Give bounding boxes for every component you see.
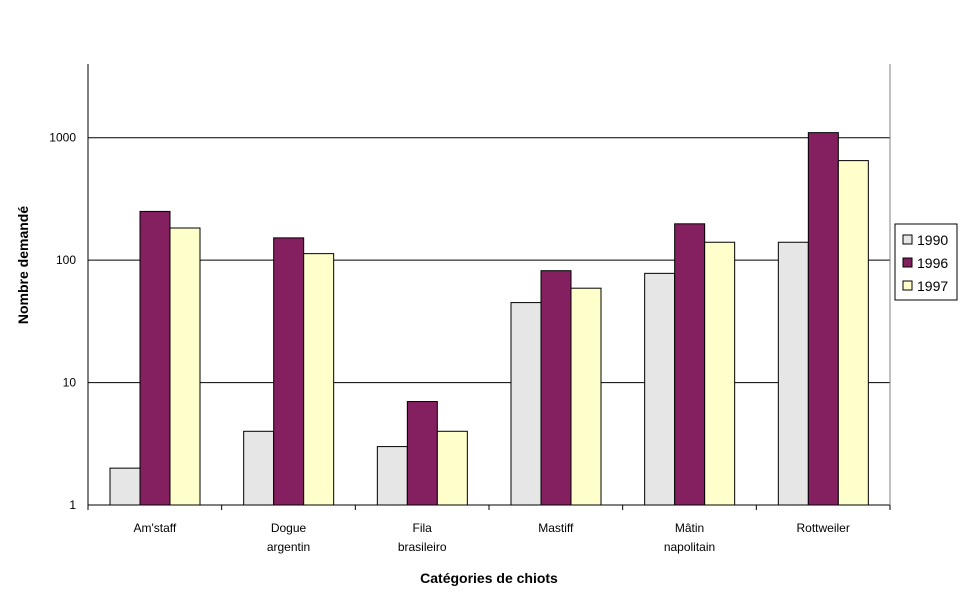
bar bbox=[376, 446, 408, 506]
bar bbox=[243, 430, 275, 506]
bar bbox=[169, 227, 201, 506]
y-tick-label: 1 bbox=[69, 498, 76, 512]
x-tick-label: brasileiro bbox=[398, 540, 447, 554]
bar bbox=[807, 132, 839, 506]
legend-swatch bbox=[902, 257, 913, 268]
x-tick-label: Rottweiler bbox=[796, 521, 849, 535]
bar bbox=[837, 160, 869, 506]
tick-labels: 1 10 100 1000 bbox=[49, 131, 76, 512]
y-axis-title: Nombre demandé bbox=[15, 206, 31, 324]
legend-label: 1990 bbox=[917, 232, 948, 248]
bar bbox=[303, 253, 335, 506]
x-tick-label: napolitain bbox=[664, 540, 715, 554]
axes bbox=[87, 64, 891, 510]
bar bbox=[436, 430, 468, 506]
legend-swatch bbox=[902, 234, 913, 245]
bar bbox=[139, 210, 171, 506]
y-tick-label: 10 bbox=[63, 376, 77, 390]
bar bbox=[704, 241, 736, 506]
bar bbox=[674, 223, 706, 506]
x-tick-label: argentin bbox=[267, 540, 310, 554]
y-tick-label: 100 bbox=[56, 253, 76, 267]
bar bbox=[406, 401, 438, 506]
legend-label: 1997 bbox=[917, 278, 948, 294]
x-axis-title: Catégories de chiots bbox=[420, 570, 558, 586]
x-tick-label: Mâtin bbox=[675, 521, 704, 535]
bar bbox=[273, 237, 305, 506]
legend-label: 1996 bbox=[917, 255, 948, 271]
x-tick-label: Am'staff bbox=[133, 521, 176, 535]
y-tick-label: 1000 bbox=[49, 131, 76, 145]
bar bbox=[777, 241, 809, 506]
category-labels: Am'staff Dogue argentin Fila brasileiro Masti… bbox=[133, 521, 849, 554]
bar bbox=[644, 272, 676, 506]
legend-swatch bbox=[902, 280, 913, 291]
gridlines bbox=[88, 137, 890, 384]
x-tick-label: Dogue bbox=[271, 521, 307, 535]
bars bbox=[109, 132, 869, 506]
x-tick-label: Mastiff bbox=[538, 521, 574, 535]
legend: 1990 1996 1997 bbox=[894, 223, 958, 301]
bar bbox=[510, 302, 542, 506]
bar bbox=[570, 287, 602, 506]
bar bbox=[540, 270, 572, 506]
bar bbox=[109, 467, 141, 506]
x-tick-label: Fila bbox=[412, 521, 432, 535]
